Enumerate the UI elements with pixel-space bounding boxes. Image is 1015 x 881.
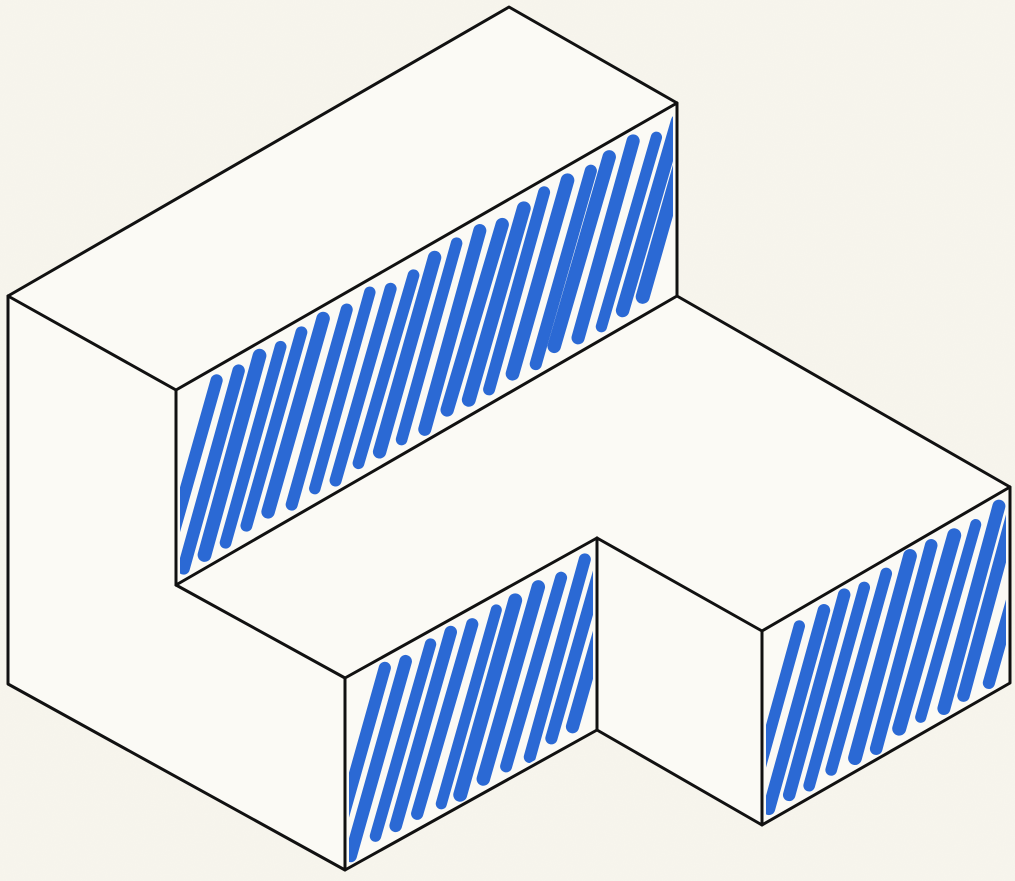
hatch-stroke — [547, 150, 616, 354]
hatch-stroke — [389, 625, 458, 833]
left-side-face — [8, 296, 345, 870]
hatch-stroke — [915, 519, 982, 723]
hatch-stroke — [261, 311, 330, 519]
hatch-stroke — [565, 542, 593, 734]
hatch-stroke — [483, 186, 551, 396]
hatch-stroke — [937, 499, 1006, 715]
hatch-stroke — [892, 528, 962, 736]
hatch-stroke — [240, 326, 308, 532]
hatch-stroke — [369, 638, 437, 842]
hatch-stroke — [435, 604, 502, 810]
notch-top-edge — [595, 536, 764, 633]
hatch-stroke — [571, 134, 640, 345]
top-back-face — [8, 7, 677, 390]
hatch-stroke — [766, 603, 831, 816]
hatch-stroke — [505, 173, 575, 381]
hatch-stroke — [285, 303, 353, 511]
hatch-stroke — [782, 588, 851, 802]
hatch-stroke — [635, 106, 673, 304]
hatch-stroke — [395, 237, 463, 446]
block-outline — [6, 5, 1012, 872]
hatch-stroke — [595, 131, 663, 333]
hatch-stroke — [529, 164, 597, 371]
hatch-stroke — [523, 553, 591, 764]
lower-step-top-face — [176, 296, 1010, 678]
hatch-stroke — [197, 348, 267, 562]
hatch-stroke — [545, 542, 593, 745]
hatch-stroke — [766, 620, 805, 821]
hatch-stroke — [219, 340, 287, 549]
lower-left-top-edge — [343, 536, 599, 680]
hatch-stroke — [461, 201, 531, 407]
hatch-stroke — [349, 661, 391, 866]
upper-step-top-edge — [174, 101, 679, 392]
lower-left-hatching — [349, 542, 593, 866]
hatch-stroke — [803, 581, 871, 792]
upper-step-hatching — [180, 106, 673, 582]
hatch-stroke — [476, 580, 546, 786]
hatch-stroke — [180, 374, 223, 582]
hatch-stroke — [615, 114, 673, 318]
hatch-stroke — [418, 224, 487, 436]
upper-step-bottom-edge — [174, 294, 679, 587]
top-front-edge — [6, 294, 178, 392]
right-arm-hatching — [766, 491, 1006, 821]
hatch-stroke — [329, 282, 397, 487]
hatch-stroke — [825, 567, 893, 776]
hatch-stroke — [957, 491, 1006, 702]
hatch-stroke — [500, 571, 568, 773]
hatch-stroke — [352, 269, 420, 470]
hatch-stroke — [349, 654, 412, 863]
lower-step-left-edge — [174, 583, 347, 680]
outer-silhouette-edge — [6, 5, 1012, 872]
hatch-stroke — [372, 250, 442, 459]
hatch-stroke — [309, 286, 376, 495]
hatch-stroke — [411, 618, 479, 820]
hatch-stroke — [869, 538, 938, 756]
right-arm-top-edge — [760, 485, 1012, 633]
hatch-stroke — [180, 364, 245, 575]
hatch-stroke — [848, 549, 917, 765]
hatch-stroke — [440, 217, 509, 417]
hatch-stroke — [453, 593, 523, 802]
hatch-stroke — [982, 491, 1006, 690]
